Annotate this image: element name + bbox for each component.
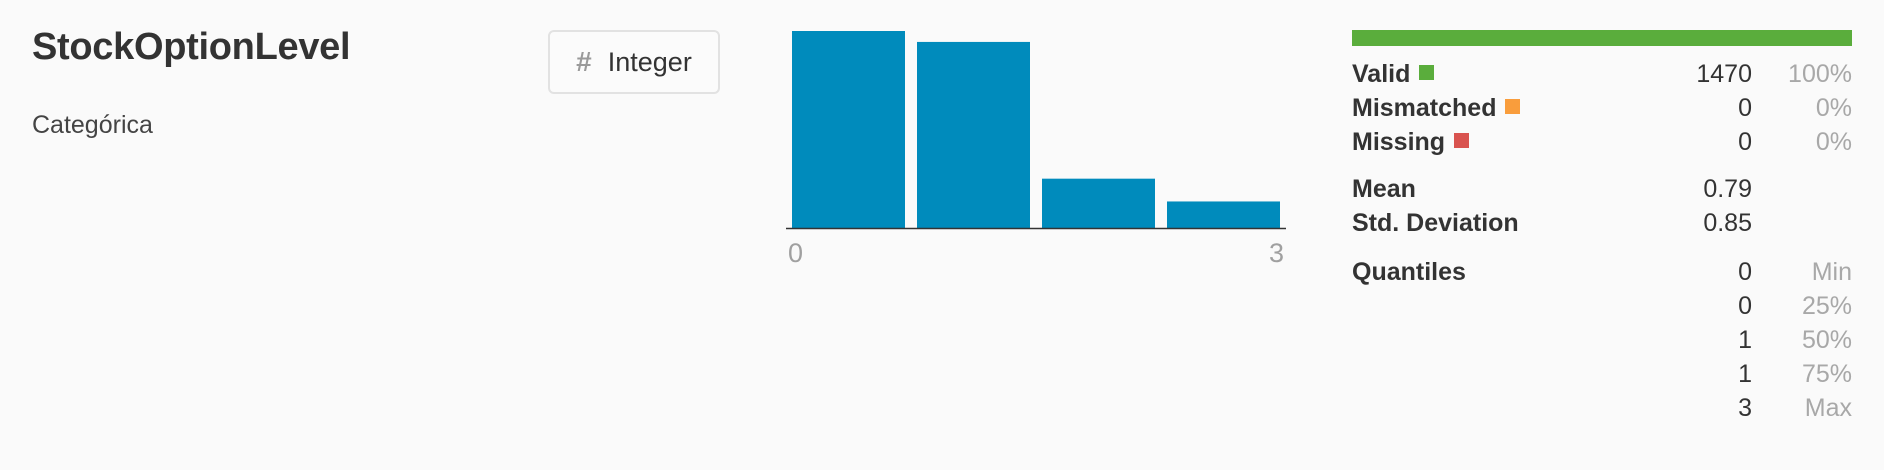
mean-label: Mean	[1352, 175, 1416, 203]
quantile-name: Min	[1811, 258, 1852, 286]
stat-label-mismatched: Mismatched	[1352, 94, 1497, 122]
quantile-row-min: Quantiles 0 Min	[1352, 258, 1852, 288]
stat-label-valid: Valid	[1352, 60, 1411, 88]
quantile-value: 1	[1738, 360, 1752, 388]
histogram-bar	[1167, 201, 1280, 228]
stat-row-missing: Missing 0 0%	[1352, 128, 1852, 158]
x-tick-label: 3	[1269, 238, 1284, 268]
column-category: Categórica	[32, 111, 153, 139]
stat-row-mismatched: Mismatched 0 0%	[1352, 94, 1852, 124]
quantile-name: 75%	[1801, 360, 1852, 388]
quantile-row-50: 1 50%	[1352, 326, 1852, 356]
valid-swatch	[1419, 65, 1435, 80]
stat-pct-mismatched: 0%	[1815, 94, 1852, 122]
column-name: StockOptionLevel	[32, 26, 351, 68]
quantile-row-75: 1 75%	[1352, 360, 1852, 390]
mean-value: 0.79	[1703, 175, 1752, 203]
quantile-value: 1	[1738, 326, 1752, 354]
stat-value-valid: 1470	[1696, 60, 1752, 88]
std-value: 0.85	[1703, 209, 1752, 237]
quantile-name: Max	[1804, 394, 1852, 422]
stat-value-mismatched: 0	[1738, 94, 1752, 122]
histogram-bar	[917, 41, 1030, 229]
missing-swatch	[1454, 133, 1470, 148]
stats-panel: Valid 1470 100% Mismatched 0 0% Missing …	[1352, 30, 1852, 422]
stat-value-missing: 0	[1738, 128, 1752, 156]
quantile-name: 50%	[1801, 326, 1852, 354]
histogram-bar	[1042, 178, 1155, 228]
mismatched-swatch	[1505, 99, 1521, 114]
quantile-value: 0	[1738, 292, 1752, 320]
stat-row-mean: Mean 0.79	[1352, 175, 1852, 205]
type-label: Integer	[607, 46, 692, 77]
std-label: Std. Deviation	[1352, 209, 1519, 237]
x-tick-label: 0	[788, 238, 803, 268]
valid-proportion-bar	[1352, 30, 1852, 46]
column-header: StockOptionLevel Categórica	[32, 26, 351, 140]
quantile-value: 3	[1738, 394, 1752, 422]
quantile-name: 25%	[1801, 292, 1852, 320]
stat-row-std: Std. Deviation 0.85	[1352, 209, 1852, 239]
quantiles-label: Quantiles	[1352, 258, 1466, 286]
hash-icon: #	[576, 46, 592, 77]
quantile-row-max: 3 Max	[1352, 394, 1852, 424]
histogram-bar	[792, 31, 905, 228]
stat-pct-missing: 0%	[1815, 128, 1852, 156]
stat-pct-valid: 100%	[1788, 60, 1852, 88]
stat-row-valid: Valid 1470 100%	[1352, 60, 1852, 90]
quantile-row-25: 0 25%	[1352, 292, 1852, 322]
type-button[interactable]: # Integer	[548, 30, 720, 94]
stat-label-missing: Missing	[1352, 128, 1446, 156]
quantile-value: 0	[1738, 258, 1752, 286]
